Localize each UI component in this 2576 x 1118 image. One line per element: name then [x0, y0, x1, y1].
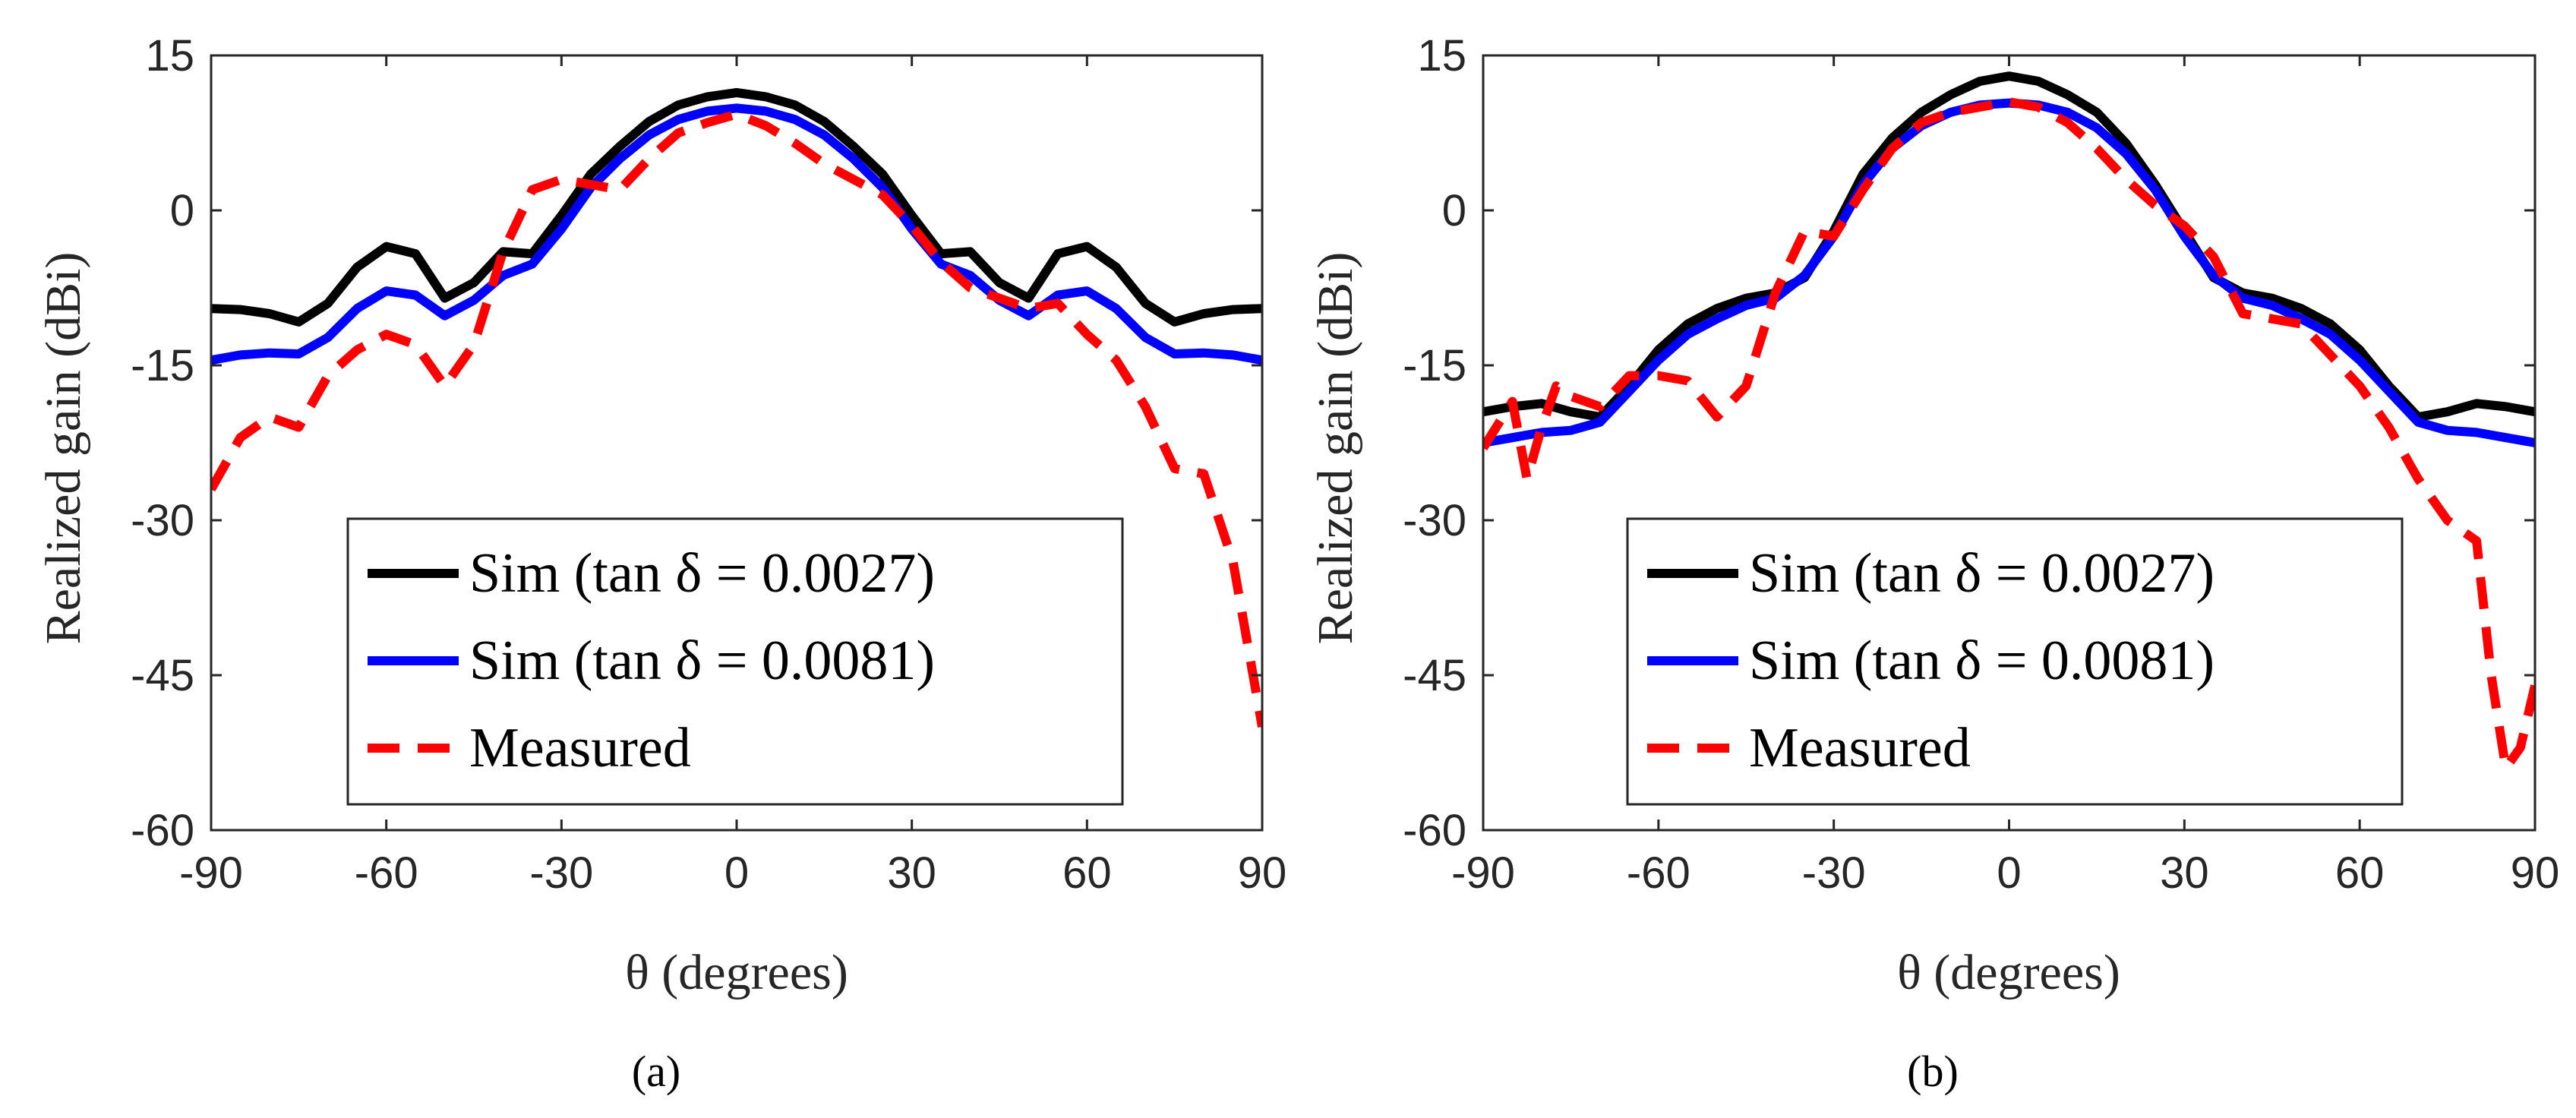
series-line-sim-1 [211, 88, 1262, 327]
legend-box [1626, 517, 2404, 806]
x-axis-label: θ (degrees) [625, 945, 848, 1000]
y-tick-label: 15 [1417, 31, 1466, 81]
y-axis-label: Realized gain (dBi) [1308, 252, 1363, 645]
x-tick-label: 0 [724, 848, 749, 898]
x-tick-label: 30 [2160, 848, 2209, 898]
y-tick-label: -15 [1403, 341, 1466, 390]
x-tick-label: 90 [1238, 848, 1287, 898]
chart-panel-a: Realized gain (dBi) θ (degrees) (a) -90-… [36, 31, 1286, 1096]
y-tick-label: -30 [131, 496, 194, 545]
x-tick-label: -90 [1451, 848, 1515, 898]
x-tick-label: 90 [2511, 848, 2560, 898]
legend-entry-label: Measured [1749, 717, 1971, 779]
chart-panel-b: Realized gain (dBi) θ (degrees) (b) -90-… [1308, 31, 2559, 1096]
x-tick-label: 0 [1997, 848, 2021, 898]
y-tick-label: 0 [170, 186, 194, 235]
y-tick-label: -15 [131, 341, 194, 390]
legend-box [346, 517, 1124, 806]
series-line-sim-2 [1483, 98, 2535, 447]
x-tick-label: -30 [529, 848, 593, 898]
x-tick-label: -60 [355, 848, 418, 898]
x-axis-label: θ (degrees) [1897, 945, 2120, 1000]
y-tick-label: -30 [1403, 496, 1466, 545]
x-tick-label: 60 [1062, 848, 1112, 898]
legend: Sim (tan δ = 0.0027) Sim (tan δ = 0.0081)… [1626, 517, 2404, 806]
x-tick-label: 60 [2335, 848, 2385, 898]
x-tick-label: -60 [1627, 848, 1690, 898]
series-group [1483, 71, 2535, 773]
legend: Sim (tan δ = 0.0027) Sim (tan δ = 0.0081)… [346, 517, 1124, 806]
series-line-measured [1483, 97, 2535, 773]
legend-entry-label: Sim (tan δ = 0.0027) [1749, 542, 2215, 605]
x-tick-label: -30 [1802, 848, 1866, 898]
y-tick-label: 0 [1442, 186, 1466, 235]
x-tick-label: 30 [887, 848, 936, 898]
series-line-measured [211, 109, 1262, 728]
y-tick-label: 15 [145, 31, 194, 81]
y-tick-label: -60 [1403, 806, 1466, 855]
panel-label: (a) [632, 1047, 680, 1096]
series-group [211, 88, 1262, 728]
y-tick-label: -60 [131, 806, 194, 855]
y-tick-label: -45 [131, 651, 194, 700]
series-line-sim-1 [1483, 71, 2535, 422]
series-line-sim-2 [211, 103, 1262, 365]
y-tick-label: -45 [1403, 651, 1466, 700]
legend-entry-label: Sim (tan δ = 0.0027) [469, 542, 935, 605]
legend-entry-label: Sim (tan δ = 0.0081) [1749, 630, 2215, 692]
panel-label: (b) [1907, 1047, 1959, 1096]
legend-entry-label: Measured [469, 717, 691, 779]
x-tick-label: -90 [179, 848, 243, 898]
y-axis-label: Realized gain (dBi) [36, 252, 91, 645]
legend-entry-label: Sim (tan δ = 0.0081) [469, 630, 935, 692]
